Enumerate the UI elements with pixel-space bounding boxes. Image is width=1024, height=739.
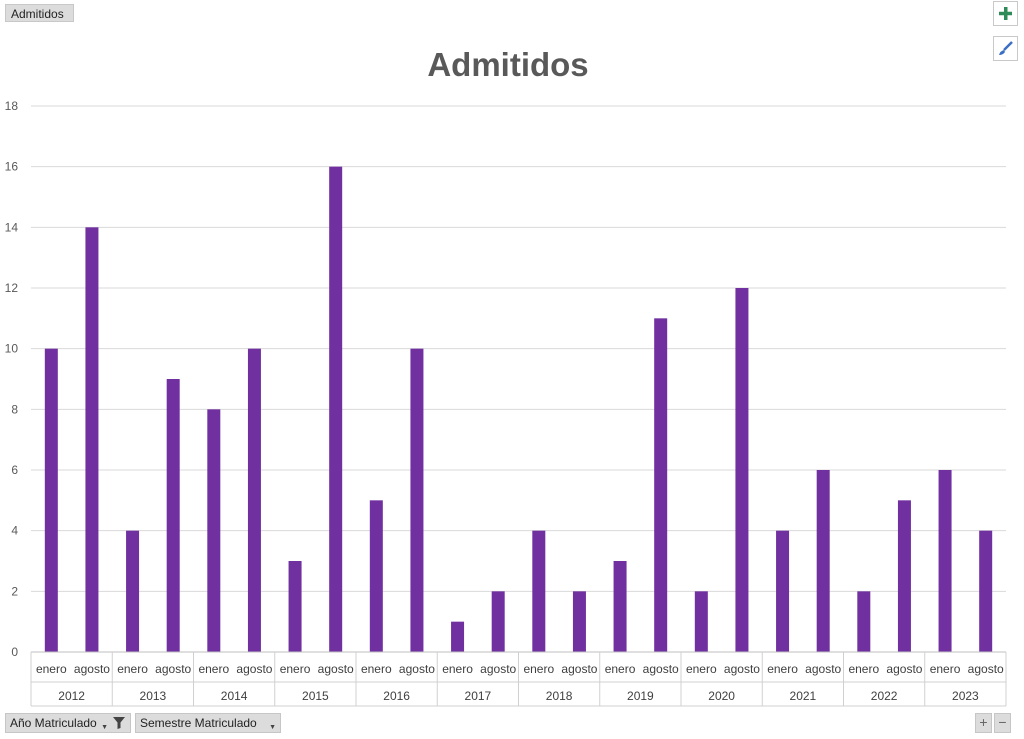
bar xyxy=(532,530,546,652)
x-subcategory-label: enero xyxy=(36,662,67,676)
bar xyxy=(857,591,871,652)
bar xyxy=(776,530,790,652)
x-subcategory-label: enero xyxy=(848,662,879,676)
bar xyxy=(572,591,586,652)
bar xyxy=(44,348,58,652)
x-subcategory-label: agosto xyxy=(236,662,272,676)
bar xyxy=(735,288,749,652)
x-subcategory-label: enero xyxy=(442,662,473,676)
x-group-label: 2018 xyxy=(546,689,573,703)
y-tick-label: 4 xyxy=(11,524,18,538)
x-subcategory-label: enero xyxy=(280,662,311,676)
bar xyxy=(491,591,505,652)
x-group-label: 2017 xyxy=(465,689,492,703)
y-tick-label: 6 xyxy=(11,463,18,477)
chevron-down-icon: ▼ xyxy=(101,724,108,731)
x-subcategory-label: enero xyxy=(767,662,798,676)
filter-icon xyxy=(113,717,125,729)
y-tick-label: 2 xyxy=(11,584,18,598)
bar xyxy=(288,561,302,652)
x-subcategory-label: enero xyxy=(930,662,961,676)
y-tick-label: 10 xyxy=(5,342,19,356)
chart-title: Admitidos xyxy=(427,46,588,83)
y-tick-label: 0 xyxy=(11,645,18,659)
x-subcategory-label: agosto xyxy=(74,662,110,676)
y-tick-label: 16 xyxy=(5,160,19,174)
x-group-label: 2020 xyxy=(708,689,735,703)
bar xyxy=(85,227,99,653)
y-tick-label: 12 xyxy=(5,281,19,295)
bar xyxy=(166,379,180,652)
x-subcategory-label: enero xyxy=(686,662,717,676)
plus-icon xyxy=(999,7,1012,20)
x-subcategory-label: agosto xyxy=(318,662,354,676)
bar xyxy=(126,530,140,652)
x-subcategory-label: agosto xyxy=(805,662,841,676)
bar xyxy=(897,500,911,652)
x-subcategory-label: agosto xyxy=(480,662,516,676)
x-subcategory-label: agosto xyxy=(561,662,597,676)
x-subcategory-label: enero xyxy=(198,662,229,676)
filter-semestre-matriculado-label: Semestre Matriculado xyxy=(140,716,257,730)
filter-semestre-matriculado[interactable]: Semestre Matriculado ▼ xyxy=(135,713,281,733)
zoom-out-button[interactable]: − xyxy=(994,713,1011,733)
bar xyxy=(938,470,952,652)
x-subcategory-label: agosto xyxy=(643,662,679,676)
bar xyxy=(247,348,261,652)
bar xyxy=(207,409,221,652)
filter-ano-matriculado[interactable]: Año Matriculado ▼ xyxy=(5,713,131,733)
x-subcategory-label: agosto xyxy=(155,662,191,676)
x-subcategory-label: agosto xyxy=(968,662,1004,676)
brush-icon xyxy=(999,41,1013,55)
zoom-in-button[interactable]: + xyxy=(975,713,992,733)
y-tick-label: 8 xyxy=(11,402,18,416)
x-group-label: 2015 xyxy=(302,689,329,703)
x-group-label: 2023 xyxy=(952,689,979,703)
bar xyxy=(410,348,424,652)
x-group-label: 2012 xyxy=(58,689,85,703)
bar xyxy=(979,530,993,652)
x-group-label: 2014 xyxy=(221,689,248,703)
x-group-label: 2013 xyxy=(140,689,167,703)
x-subcategory-label: enero xyxy=(523,662,554,676)
x-group-label: 2022 xyxy=(871,689,898,703)
x-subcategory-label: agosto xyxy=(886,662,922,676)
bar xyxy=(329,166,343,652)
bar xyxy=(694,591,708,652)
add-chart-element-button[interactable] xyxy=(993,1,1018,26)
x-subcategory-label: agosto xyxy=(399,662,435,676)
x-subcategory-label: agosto xyxy=(724,662,760,676)
bar xyxy=(816,470,830,652)
x-subcategory-label: enero xyxy=(605,662,636,676)
bar xyxy=(613,561,627,652)
x-group-label: 2019 xyxy=(627,689,654,703)
bar xyxy=(654,318,668,652)
field-button-admitidos[interactable]: Admitidos xyxy=(5,4,74,22)
bar xyxy=(369,500,383,652)
x-group-label: 2021 xyxy=(790,689,817,703)
x-subcategory-label: enero xyxy=(117,662,148,676)
x-subcategory-label: enero xyxy=(361,662,392,676)
x-group-label: 2016 xyxy=(383,689,410,703)
filter-ano-matriculado-label: Año Matriculado xyxy=(10,716,97,730)
y-tick-label: 18 xyxy=(5,99,19,113)
chevron-down-icon: ▼ xyxy=(269,724,276,731)
bar xyxy=(451,621,465,652)
y-tick-label: 14 xyxy=(5,220,19,234)
chart-style-button[interactable] xyxy=(993,36,1018,61)
